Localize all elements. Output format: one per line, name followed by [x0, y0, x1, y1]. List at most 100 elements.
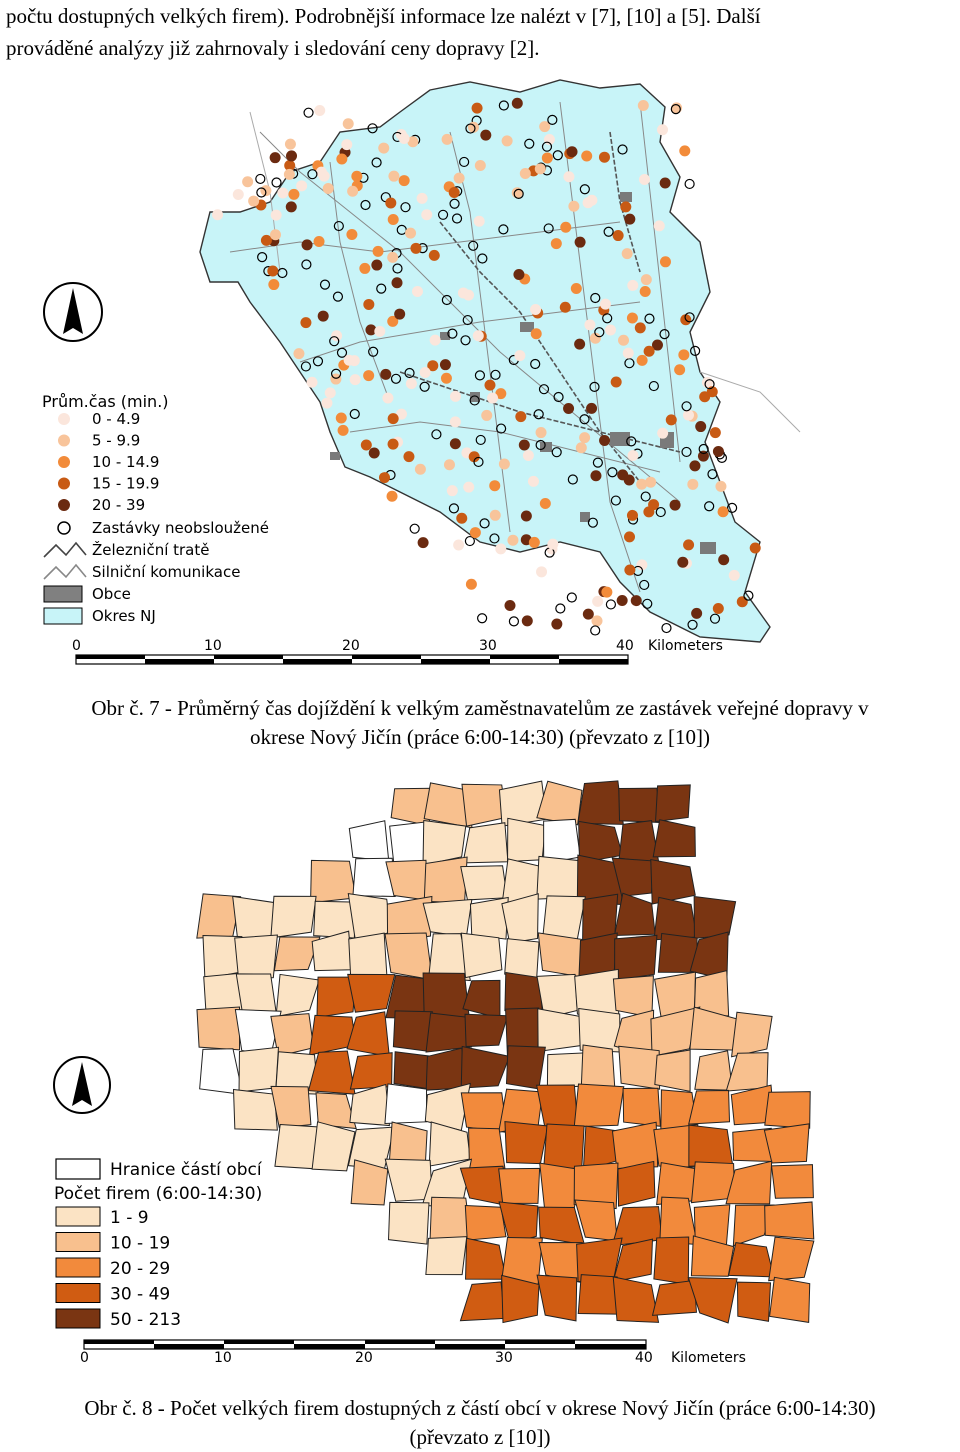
stop-marker: [387, 315, 399, 327]
municipality-part: [536, 780, 583, 826]
stop-marker: [626, 509, 638, 521]
municipality-part: [234, 934, 278, 981]
municipality-part: [501, 893, 539, 944]
municipality-part: [316, 976, 357, 1018]
unserved-stop-marker: [535, 439, 546, 451]
stop-marker: [473, 215, 485, 227]
municipality-part: [764, 1091, 811, 1129]
scale-7-tick-0: 0: [72, 638, 81, 654]
stop-marker: [691, 607, 703, 619]
municipality-part: [536, 1274, 578, 1322]
unserved-stop-marker: [508, 616, 520, 627]
municipality-part: [469, 896, 509, 940]
municipality-part: [694, 1050, 734, 1091]
stop-marker: [387, 413, 399, 425]
municipality-part: [725, 1052, 769, 1092]
stop-marker: [330, 373, 342, 385]
stop-marker: [636, 559, 648, 571]
stop-marker: [283, 168, 295, 180]
unserved-stop-marker: [698, 443, 709, 455]
unserved-stop-marker: [513, 188, 524, 199]
stop-marker: [622, 347, 634, 359]
unserved-stop-marker: [579, 184, 590, 195]
stop-marker: [669, 499, 681, 511]
stop-marker: [342, 118, 354, 130]
stop-marker: [639, 286, 651, 298]
unserved-stop-marker: [547, 114, 558, 125]
stop-marker: [260, 234, 272, 246]
stop-marker: [586, 194, 598, 206]
municipality-part: [580, 1044, 616, 1092]
municipality-part: [425, 1236, 468, 1276]
legend-7-label: 15 - 19.9: [92, 475, 159, 493]
body-paragraph: počtu dostupných velkých firem). Podrobn…: [6, 0, 956, 64]
stop-marker: [541, 152, 553, 164]
stop-marker: [621, 248, 633, 260]
stop-marker: [718, 554, 730, 566]
figure-8-caption-line-1: Obr č. 8 - Počet velkých firem dostupnýc…: [84, 1396, 876, 1420]
unserved-stop-marker: [333, 220, 344, 232]
stop-marker: [285, 201, 297, 213]
municipality-part: [232, 1088, 278, 1131]
stop-marker: [712, 445, 724, 457]
legend-7-label: 0 - 4.9: [92, 410, 140, 428]
stop-marker: [456, 512, 468, 524]
stop-marker: [468, 451, 480, 463]
municipality-part: [655, 784, 691, 823]
legend-7-swatch: [58, 499, 70, 511]
stop-marker: [317, 310, 329, 322]
legend-7-line-symbol: [43, 541, 87, 558]
unserved-stop-marker: [603, 226, 614, 237]
stop-marker: [378, 142, 390, 154]
stop-marker: [321, 397, 333, 409]
stop-marker: [598, 151, 610, 163]
unserved-stop-marker: [655, 506, 666, 518]
stop-marker: [620, 201, 632, 213]
legend-7-swatch: [58, 413, 70, 425]
municipality-part: [611, 1121, 659, 1170]
stop-marker: [427, 360, 439, 372]
unserved-stop-marker: [371, 157, 382, 168]
stop-marker: [514, 350, 526, 362]
municipality-part: [650, 858, 696, 905]
unserved-stop-marker: [489, 533, 500, 544]
scale-7-unit: Kilometers: [648, 638, 723, 654]
unserved-stop-marker: [610, 495, 621, 506]
unserved-stop-marker: [690, 345, 701, 356]
legend-7-swatch: [58, 434, 70, 447]
unserved-stop-marker: [607, 467, 618, 478]
unserved-stop-marker: [626, 436, 637, 447]
unserved-stop-marker: [707, 469, 718, 480]
unserved-stop-marker: [256, 187, 267, 198]
legend-7-title: Prům.čas (min.): [42, 392, 169, 411]
stop-marker: [534, 163, 546, 175]
unserved-stop-marker: [551, 447, 562, 458]
figure-7-caption: Obr č. 7 - Průměrný čas dojíždění k velk…: [0, 694, 960, 752]
stop-marker: [416, 192, 428, 204]
unserved-stop-marker: [349, 408, 360, 420]
stop-marker: [712, 603, 724, 615]
unserved-stop-marker: [648, 380, 659, 392]
stop-marker: [651, 339, 663, 351]
stop-marker: [624, 564, 636, 576]
stop-marker: [300, 317, 312, 329]
municipality-part: [543, 1123, 585, 1171]
stop-marker: [674, 364, 686, 376]
stop-marker: [575, 442, 587, 454]
stop-marker: [349, 374, 361, 386]
municipality-part: [428, 1121, 471, 1167]
stop-marker: [535, 427, 547, 439]
unserved-stop-marker: [605, 599, 617, 610]
municipality-part: [612, 1276, 660, 1323]
unserved-stop-marker: [552, 150, 563, 161]
municipality-part: [612, 1238, 654, 1283]
stop-marker: [592, 595, 604, 607]
stop-marker: [414, 463, 426, 475]
municipality-part: [653, 896, 698, 941]
municipality-part: [693, 969, 730, 1017]
stop-marker: [449, 438, 461, 450]
stop-marker: [429, 334, 441, 346]
stop-marker: [277, 187, 289, 199]
figure-7-map: Prům.čas (min.) 0 - 4.9 5 - 9.9 10 - 14.9 1…: [0, 72, 960, 672]
legend-7-label: Železniční tratě: [92, 540, 210, 559]
